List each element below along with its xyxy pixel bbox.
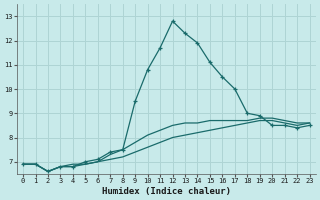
X-axis label: Humidex (Indice chaleur): Humidex (Indice chaleur) bbox=[102, 187, 231, 196]
